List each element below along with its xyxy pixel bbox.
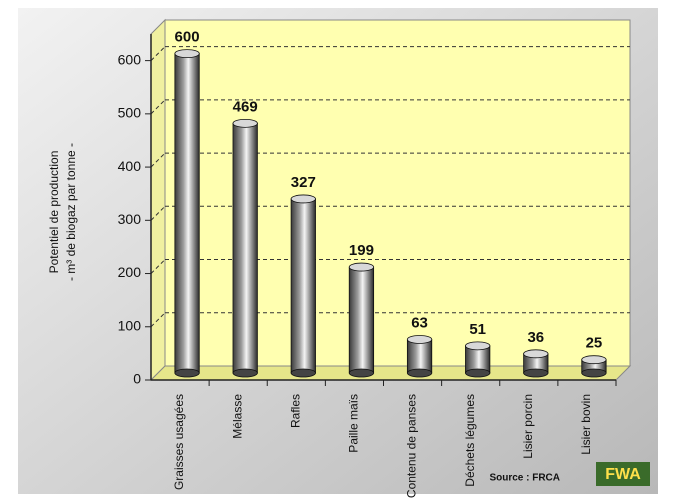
value-label: 327	[291, 174, 316, 191]
y-tick-label: 100	[118, 317, 142, 333]
value-label: 36	[527, 329, 544, 346]
bar	[406, 339, 433, 374]
floor	[149, 365, 632, 381]
bar	[290, 198, 316, 374]
bar	[232, 122, 258, 374]
logo: FWA	[605, 466, 641, 483]
x-tick-label: Contenu de panses	[405, 394, 419, 498]
x-tick-label: Déchets légumes	[463, 394, 477, 487]
value-label: 63	[411, 314, 428, 331]
bar-base	[232, 368, 258, 378]
y-tick-label: 400	[118, 158, 142, 174]
value-label: 600	[175, 29, 200, 46]
value-label: 469	[233, 98, 258, 115]
bar-top	[174, 49, 200, 59]
bar-top	[232, 118, 258, 128]
bar-top	[290, 194, 316, 204]
grid-line	[150, 152, 166, 168]
y-axis-title-line: Potentiel de production	[47, 151, 61, 274]
bar-base	[581, 368, 607, 378]
bar-top	[465, 341, 491, 351]
value-label: 51	[469, 321, 486, 338]
y-tick-label: 200	[118, 264, 142, 280]
bar-top	[581, 355, 607, 365]
grid-line	[150, 259, 166, 274]
x-tick-label: Mélasse	[230, 394, 244, 439]
y-tick-label: 300	[118, 211, 142, 227]
x-tick-label: Lisier porcin	[521, 394, 535, 459]
grid-line	[150, 46, 166, 61]
bar	[465, 345, 491, 374]
bar-base	[290, 368, 316, 378]
bar-base	[523, 368, 549, 378]
y-axis-title-line: - m³ de biogaz par tonne -	[64, 143, 78, 281]
value-label: 25	[586, 335, 603, 352]
bar-base	[465, 368, 491, 378]
value-label: 199	[349, 242, 374, 259]
bar-top	[523, 349, 549, 359]
x-tick-label: Lisier bovin	[579, 394, 593, 455]
bar	[348, 266, 375, 374]
y-tick-label: 500	[118, 105, 142, 121]
x-tick-label: Rafles	[288, 394, 302, 428]
logo-box	[596, 462, 650, 486]
bar-base	[174, 368, 200, 378]
x-tick-label: Paille maïs	[347, 394, 361, 453]
grid-line	[150, 99, 166, 115]
x-tick-label: Graisses usagées	[172, 394, 186, 490]
bar-top	[406, 335, 433, 344]
y-axis-title: Potentiel de production - m³ de biogaz p…	[47, 143, 78, 281]
y-tick-label: 600	[118, 51, 142, 67]
grid-line	[150, 312, 166, 328]
source: Source : FRCA	[489, 473, 560, 484]
side-wall	[150, 18, 166, 382]
bar-base	[348, 368, 375, 378]
y-tick-label: 0	[133, 371, 141, 387]
bar-top	[348, 262, 375, 272]
bar-base	[406, 368, 433, 378]
bar	[174, 53, 200, 374]
grid-line	[150, 205, 166, 221]
